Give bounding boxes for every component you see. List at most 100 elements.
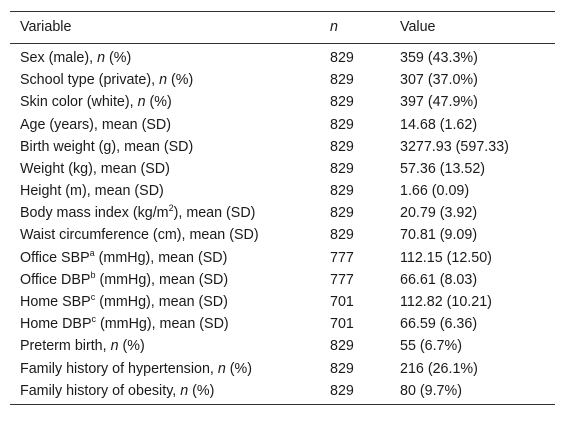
variable-text: Sex (male), [20, 49, 98, 66]
variable-suffix: (%) [145, 94, 172, 111]
cell-value: 66.59 (6.36) [400, 316, 478, 333]
table-row: Waist circumference (cm), mean (SD) 829 70… [10, 225, 555, 247]
cell-value: 14.68 (1.62) [400, 116, 478, 133]
variable-suffix: (mmHg), mean (SD) [94, 249, 228, 266]
variable-italic: n [137, 94, 146, 111]
cell-n: 829 [330, 116, 354, 133]
cell-n: 829 [330, 94, 354, 111]
table-row: Height (m), mean (SD) 829 1.66 (0.09) [10, 180, 555, 202]
table-row: Sex (male), n (%) 829 359 (43.3%) [10, 47, 555, 69]
table-row: School type (private), n (%) 829 307 (37.0… [10, 69, 555, 91]
cell-value: 57.36 (13.52) [400, 160, 486, 177]
table-row: Preterm birth, n (%) 829 55 (6.7%) [10, 335, 555, 357]
cell-variable: Family history of hypertension, n (%) [10, 360, 320, 377]
cell-variable: Family history of obesity, n (%) [10, 384, 320, 398]
cell-variable: Age (years), mean (SD) [10, 116, 320, 133]
header-variable: Variable [20, 19, 72, 36]
cell-n: 829 [330, 205, 354, 222]
table-row: Family history of obesity, n (%) 829 80 (9… [10, 380, 555, 402]
cell-n: 701 [330, 316, 354, 333]
cell-n: 777 [330, 271, 354, 288]
cell-n: 829 [330, 227, 354, 244]
table-row: Office DBPb (mmHg), mean (SD) 777 66.61 (8… [10, 269, 555, 291]
variable-italic: n [217, 360, 226, 377]
variable-text: Home SBP [20, 294, 91, 310]
table-row: Family history of hypertension, n (%) 829… [10, 358, 555, 380]
cell-n: 777 [330, 249, 354, 266]
variable-suffix: (mmHg), mean (SD) [95, 271, 229, 288]
table-row: Office SBPa (mmHg), mean (SD) 777 112.15 (… [10, 247, 555, 269]
variable-italic: n [159, 72, 168, 89]
cell-n: 829 [330, 160, 354, 177]
cell-value: 3277.93 (597.33) [400, 138, 509, 155]
cell-n: 829 [330, 72, 354, 89]
variable-text: Height (m), mean (SD) [20, 183, 164, 200]
variable-suffix: (%) [105, 49, 132, 66]
cell-variable: Birth weight (g), mean (SD) [10, 140, 320, 154]
top-rule [10, 11, 555, 12]
cell-variable: Weight (kg), mean (SD) [10, 162, 320, 176]
variable-italic: n [180, 382, 189, 399]
cell-value: 216 (26.1%) [400, 360, 478, 377]
variable-text: Office SBP [20, 249, 90, 266]
cell-n: 829 [330, 183, 354, 200]
variable-text: Home DBP [20, 316, 92, 333]
cell-variable: Waist circumference (cm), mean (SD) [10, 228, 320, 242]
header-value: Value [400, 19, 436, 36]
cell-value: 80 (9.7%) [400, 382, 462, 399]
table-row: Skin color (white), n (%) 829 397 (47.9%) [10, 91, 555, 113]
table-row: Weight (kg), mean (SD) 829 57.36 (13.52) [10, 158, 555, 180]
header-n: n [330, 19, 338, 36]
table-row: Age (years), mean (SD) 829 14.68 (1.62) [10, 114, 555, 136]
variable-suffix: (%) [225, 360, 253, 377]
variable-text: Birth weight (g), mean (SD) [20, 138, 194, 155]
cell-value: 307 (37.0%) [400, 72, 478, 89]
cell-variable: Office SBPa (mmHg), mean (SD) [10, 247, 320, 266]
cell-n: 829 [330, 49, 354, 66]
cell-value: 112.82 (10.21) [400, 294, 492, 310]
variable-superscript: 2 [168, 203, 174, 214]
variable-text: Waist circumference (cm), mean (SD) [20, 227, 259, 244]
cell-value: 70.81 (9.09) [400, 227, 478, 244]
cell-value: 20.79 (3.92) [400, 205, 478, 222]
variable-text: School type (private), [20, 72, 160, 89]
variable-suffix: (%) [167, 72, 194, 89]
variable-text: Age (years), mean (SD) [20, 116, 171, 133]
cell-variable: School type (private), n (%) [10, 73, 320, 87]
table-row: Body mass index (kg/m2), mean (SD) 829 20.… [10, 202, 555, 224]
bottom-rule [10, 404, 555, 405]
cell-variable: Office DBPb (mmHg), mean (SD) [10, 270, 320, 288]
cell-variable: Skin color (white), n (%) [10, 95, 320, 109]
table-body: Sex (male), n (%) 829 359 (43.3%) School ty… [10, 44, 555, 404]
variable-text: Body mass index (kg/m [20, 205, 169, 222]
cell-value: 397 (47.9%) [400, 94, 478, 111]
variable-superscript: a [89, 247, 95, 258]
variable-italic: n [110, 338, 119, 355]
characteristics-table: Variable n Value Sex (male), n (%) 829 359… [10, 11, 555, 405]
cell-value: 112.15 (12.50) [400, 249, 492, 266]
variable-suffix: ), mean (SD) [173, 205, 256, 222]
header-row: Variable n Value [10, 12, 555, 43]
variable-text: Family history of obesity, [20, 382, 181, 399]
table-row: Home SBPc (mmHg), mean (SD) 701 112.82 (10… [10, 291, 555, 313]
cell-value: 55 (6.7%) [400, 338, 462, 355]
variable-italic: n [97, 49, 106, 66]
variable-text: Preterm birth, [20, 338, 111, 355]
cell-n: 829 [330, 360, 354, 377]
variable-text: Family history of hypertension, [20, 360, 218, 377]
cell-variable: Home DBPc (mmHg), mean (SD) [10, 314, 320, 333]
cell-variable: Body mass index (kg/m2), mean (SD) [10, 203, 320, 222]
cell-n: 701 [330, 294, 354, 310]
variable-text: Office DBP [20, 271, 91, 288]
variable-suffix: (mmHg), mean (SD) [96, 316, 229, 333]
cell-variable: Home SBPc (mmHg), mean (SD) [10, 292, 320, 310]
cell-n: 829 [330, 382, 354, 399]
cell-variable: Preterm birth, n (%) [10, 339, 320, 353]
variable-suffix: (mmHg), mean (SD) [95, 294, 228, 310]
table-row: Birth weight (g), mean (SD) 829 3277.93 (5… [10, 136, 555, 158]
variable-superscript: c [91, 314, 97, 325]
cell-n: 829 [330, 138, 354, 155]
cell-n: 829 [330, 338, 354, 355]
variable-text: Weight (kg), mean (SD) [20, 160, 170, 177]
variable-superscript: c [90, 292, 96, 302]
